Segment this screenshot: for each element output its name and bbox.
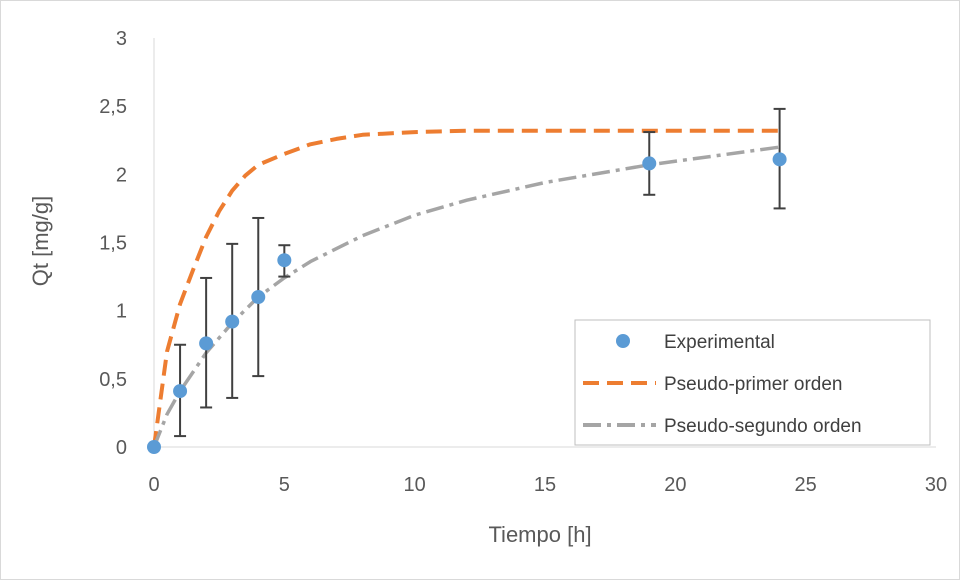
legend: Experimental Pseudo-primer orden Pseudo-… <box>574 319 931 446</box>
data-points <box>147 152 787 454</box>
x-tick-label: 5 <box>279 474 290 496</box>
series-lines <box>152 128 780 448</box>
x-tick-labels: 0 5 10 15 20 25 30 <box>148 474 947 496</box>
y-tick-labels: 0 0,5 1 1,5 2 2,5 3 <box>99 28 127 459</box>
x-tick-label: 25 <box>795 474 817 496</box>
series-line-pseudo-primer-orden <box>152 128 780 448</box>
y-tick-label: 1,5 <box>99 233 127 255</box>
data-point <box>772 152 787 167</box>
x-tick-label: 10 <box>404 474 426 496</box>
x-tick-label: 20 <box>664 474 686 496</box>
legend-label-experimental: Experimental <box>664 332 775 353</box>
data-point <box>277 253 292 268</box>
x-tick-label: 0 <box>148 474 159 496</box>
data-point <box>225 314 240 329</box>
data-point <box>147 440 161 454</box>
series-line-pseudo-segundo-orden <box>152 145 780 448</box>
y-axis-title: Qt [mg/g] <box>28 196 53 286</box>
data-point <box>642 156 657 171</box>
y-tick-label: 0 <box>116 437 127 459</box>
data-point <box>251 290 266 305</box>
x-tick-label: 15 <box>534 474 556 496</box>
x-tick-label: 30 <box>925 474 947 496</box>
legend-label-pseudo-primer: Pseudo-primer orden <box>664 374 842 395</box>
x-axis-title: Tiempo [h] <box>488 522 591 547</box>
legend-marker-experimental <box>616 334 630 348</box>
y-tick-label: 3 <box>116 28 127 50</box>
y-tick-label: 2,5 <box>99 96 127 118</box>
y-tick-label: 0,5 <box>99 369 127 391</box>
legend-label-pseudo-segundo: Pseudo-segundo orden <box>664 416 862 437</box>
data-point <box>173 384 188 399</box>
data-point <box>199 336 214 351</box>
y-tick-label: 2 <box>116 164 127 186</box>
y-tick-label: 1 <box>116 301 127 323</box>
